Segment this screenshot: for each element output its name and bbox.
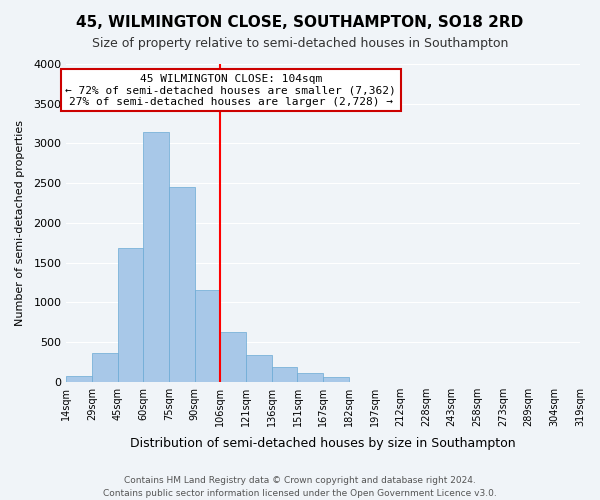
Bar <box>220 332 246 382</box>
Bar <box>195 290 220 382</box>
Bar <box>67 376 92 382</box>
Text: Contains HM Land Registry data © Crown copyright and database right 2024.
Contai: Contains HM Land Registry data © Crown c… <box>103 476 497 498</box>
Bar <box>169 187 195 382</box>
Bar <box>92 353 118 382</box>
Bar <box>272 367 298 382</box>
Bar <box>143 132 169 382</box>
Y-axis label: Number of semi-detached properties: Number of semi-detached properties <box>15 120 25 326</box>
Bar <box>298 373 323 382</box>
Text: 45, WILMINGTON CLOSE, SOUTHAMPTON, SO18 2RD: 45, WILMINGTON CLOSE, SOUTHAMPTON, SO18 … <box>76 15 524 30</box>
Bar <box>323 378 349 382</box>
Bar <box>118 248 143 382</box>
Text: 45 WILMINGTON CLOSE: 104sqm
← 72% of semi-detached houses are smaller (7,362)
27: 45 WILMINGTON CLOSE: 104sqm ← 72% of sem… <box>65 74 396 106</box>
X-axis label: Distribution of semi-detached houses by size in Southampton: Distribution of semi-detached houses by … <box>130 437 516 450</box>
Text: Size of property relative to semi-detached houses in Southampton: Size of property relative to semi-detach… <box>92 38 508 51</box>
Bar <box>246 356 272 382</box>
